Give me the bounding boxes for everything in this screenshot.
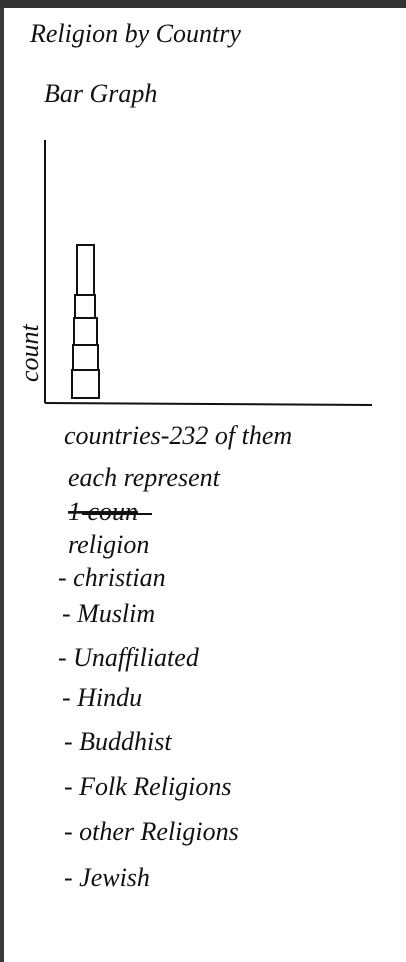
struck-text: 1 coun — [68, 497, 138, 526]
list-item: - Hindu — [62, 683, 142, 712]
bar-segment — [73, 317, 98, 346]
title: Religion by Country — [29, 19, 241, 48]
list-item: - christian — [58, 563, 166, 592]
y-axis-label: count — [15, 323, 44, 382]
subtitle: Bar Graph — [44, 79, 157, 108]
window-edge — [0, 8, 4, 962]
note-line: each represent — [68, 463, 221, 492]
x-axis — [44, 402, 373, 406]
list-item: - other Religions — [64, 817, 239, 846]
bar-segment — [71, 369, 100, 399]
list-item: - Folk Religions — [64, 772, 232, 801]
note-line: religion — [68, 530, 149, 559]
list-item: - Jewish — [64, 863, 150, 892]
list-item: - Unaffiliated — [58, 643, 200, 672]
window-bar — [0, 0, 406, 8]
bar-segment — [72, 344, 99, 371]
religion-list: - christian - Muslim - Unaffiliated - Hindu… — [58, 563, 239, 892]
x-axis-label: countries-232 of them — [64, 421, 292, 450]
list-item: - Buddhist — [64, 727, 172, 756]
list-item: - Muslim — [62, 599, 155, 628]
bar-segment — [76, 244, 95, 296]
bar-segment — [74, 294, 96, 319]
